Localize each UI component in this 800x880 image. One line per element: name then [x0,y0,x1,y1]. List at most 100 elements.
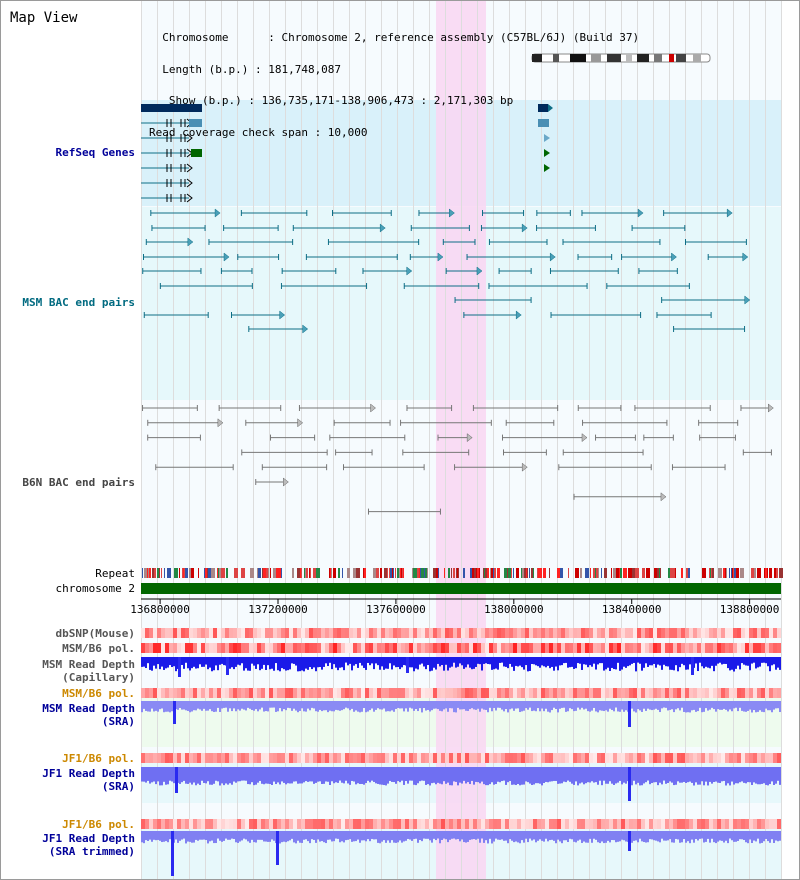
depth-bar [155,767,157,785]
depth-bar [775,657,777,670]
heat-cell [597,628,601,638]
depth-bar [633,701,635,712]
depth-bar [531,657,533,664]
heat-cell [533,643,537,653]
repeat-element [384,568,388,578]
repeat-element [754,568,756,578]
track-label-dbsnp[interactable]: dbSNP(Mouse) [55,627,135,640]
depth-bar [207,767,209,782]
depth-bar [719,831,721,841]
track-label-jf1-depth-sra[interactable]: JF1 Read Depth [42,767,135,780]
depth-bar [259,767,261,781]
depth-bar [385,657,387,669]
depth-bar [603,657,605,671]
depth-bar [263,701,265,712]
heat-cell [701,819,705,829]
track-label-jf1-b6-pol[interactable]: JF1/B6 pol. [62,752,135,765]
depth-bar [745,701,747,712]
depth-bar [185,657,187,663]
heat-cell [281,688,285,698]
depth-bar [565,701,567,712]
track-label-b6n-bac-end-pairs[interactable]: B6N BAC end pairs [22,476,135,489]
heat-cell [409,643,413,653]
depth-bar [235,767,237,783]
depth-bar [719,657,721,663]
heat-cell [585,643,589,653]
heat-cell [573,643,577,653]
depth-bar [593,767,595,783]
depth-bar [739,657,741,670]
depth-bar [243,701,245,710]
depth-bar [525,657,527,666]
depth-bar [347,831,349,840]
depth-bar [145,831,147,841]
depth-bar [635,657,637,672]
track-label-jf1-b6-pol-2[interactable]: JF1/B6 pol. [62,818,135,831]
depth-bar [305,701,307,712]
depth-bar [729,767,731,786]
depth-bar [747,657,749,666]
heat-cell [237,819,241,829]
depth-bar [509,767,511,782]
depth-bar [341,701,343,711]
depth-bar [181,767,183,783]
track-label-msm-depth-capillary[interactable]: MSM Read Depth [42,658,135,671]
heat-cell [233,643,237,653]
repeat-element [635,568,639,578]
depth-bar [551,831,553,840]
repeat-element [451,568,452,578]
depth-bar [577,657,579,664]
track-label-jf1-depth-trimmed[interactable]: JF1 Read Depth [42,832,135,845]
depth-bar [759,767,761,785]
depth-bar [755,701,757,713]
heat-cell [141,753,145,763]
depth-bar [605,831,607,843]
depth-bar [615,657,617,670]
depth-bar [717,831,719,842]
heat-cell [461,688,465,698]
track-label-refseq-genes[interactable]: RefSeq Genes [55,146,135,159]
depth-bar [573,831,575,842]
track-label-msm-depth-sra[interactable]: MSM Read Depth [42,702,135,715]
depth-bar [287,657,289,671]
track-label-msm-b6-pol-2[interactable]: MSM/B6 pol. [62,687,135,700]
depth-bar [355,767,357,785]
depth-spike [628,831,631,851]
depth-bar [569,831,571,839]
repeat-element [568,568,569,578]
track-label-msm-b6-pol[interactable]: MSM/B6 pol. [62,642,135,655]
heat-cell [541,753,545,763]
msm-bac-arrow [214,208,221,218]
depth-bar [167,657,169,668]
depth-bar [673,767,675,786]
depth-bar [281,657,283,669]
repeat-element [533,568,534,578]
depth-bar [393,767,395,783]
depth-bar [461,701,463,710]
heat-cell [741,688,745,698]
depth-bar [571,701,573,710]
heat-cell [393,628,397,638]
depth-bar [455,657,457,668]
depth-bar [257,831,259,840]
depth-bar [377,831,379,843]
heat-cell [673,643,677,653]
depth-bar [279,701,281,709]
depth-bar [399,701,401,709]
depth-bar [757,701,759,712]
depth-bar [603,767,605,781]
depth-bar [393,657,395,666]
depth-bar [491,701,493,712]
depth-bar [685,701,687,713]
heat-cell [525,643,529,653]
heat-cell [609,753,613,763]
depth-bar [435,831,437,841]
heat-cell [685,628,689,638]
depth-bar [633,831,635,841]
heat-cell [541,643,545,653]
heat-cell [181,628,185,638]
depth-bar [683,831,685,840]
heat-cell [249,628,253,638]
track-label-msm-bac-end-pairs[interactable]: MSM BAC end pairs [22,296,135,309]
